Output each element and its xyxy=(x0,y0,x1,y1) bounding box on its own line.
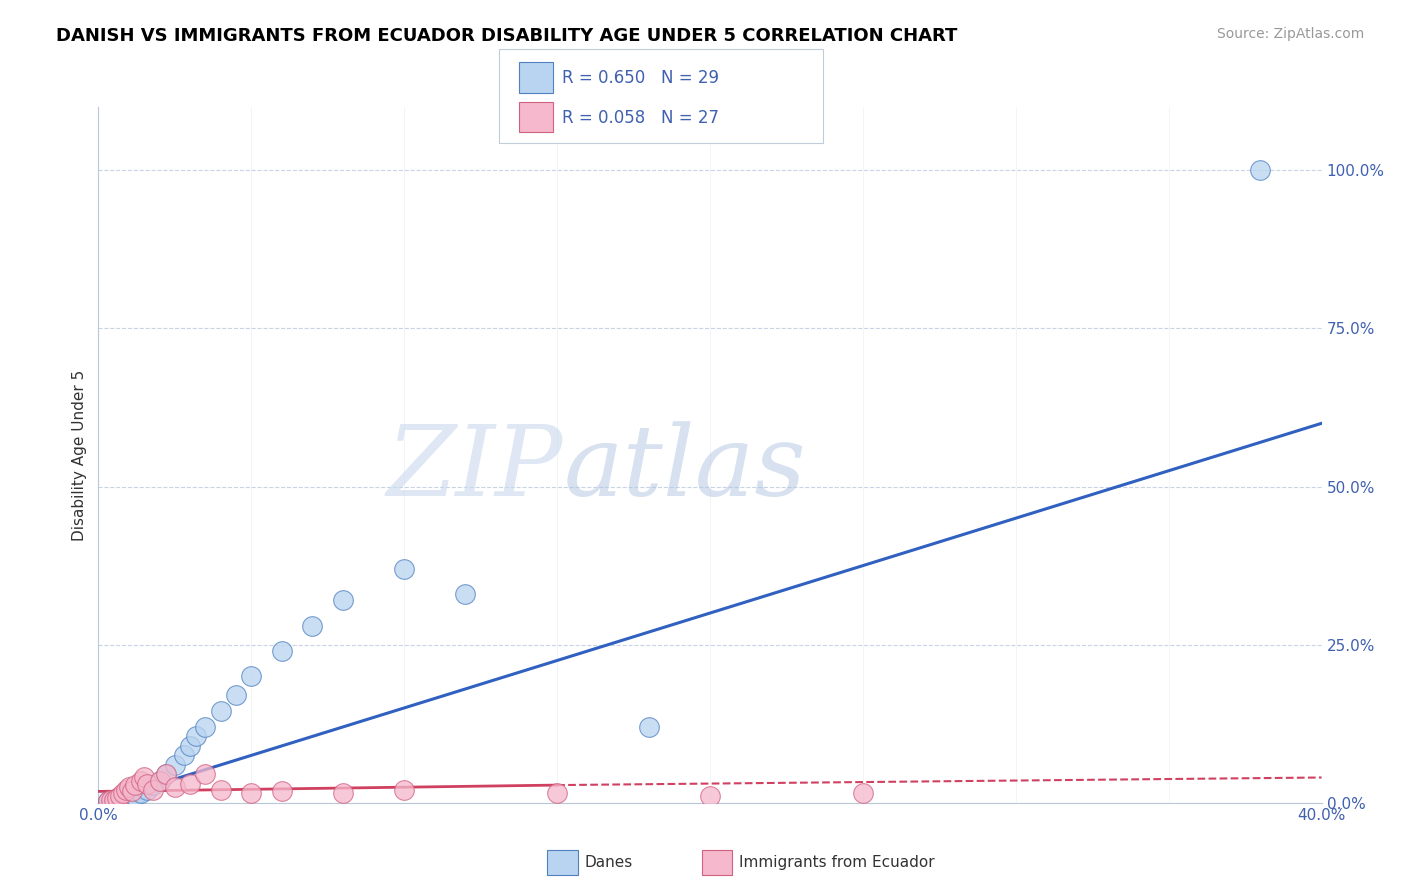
Point xyxy=(155,767,177,781)
Y-axis label: Disability Age Under 5: Disability Age Under 5 xyxy=(72,369,87,541)
Point xyxy=(637,720,661,734)
Point xyxy=(103,792,125,806)
Point xyxy=(134,771,156,785)
Point xyxy=(97,794,120,808)
Point xyxy=(240,786,263,800)
Point xyxy=(115,783,138,797)
Point xyxy=(209,704,232,718)
Point xyxy=(115,792,138,806)
Point xyxy=(121,791,143,805)
Point xyxy=(852,786,875,800)
Point xyxy=(155,767,177,781)
Point xyxy=(111,792,134,806)
Text: R = 0.650   N = 29: R = 0.650 N = 29 xyxy=(562,69,720,87)
Point xyxy=(270,644,294,658)
Point xyxy=(392,783,416,797)
Point xyxy=(179,739,201,753)
Point xyxy=(392,562,416,576)
Point xyxy=(121,784,143,798)
Point xyxy=(546,786,568,800)
Point xyxy=(97,794,120,808)
Point xyxy=(118,780,141,794)
Text: ZIP: ZIP xyxy=(387,421,564,516)
Point xyxy=(186,730,208,744)
Point xyxy=(105,792,128,806)
Point xyxy=(136,777,159,791)
Point xyxy=(129,773,152,788)
Point xyxy=(108,793,131,807)
Point xyxy=(173,748,195,763)
Point xyxy=(100,793,122,807)
Text: DANISH VS IMMIGRANTS FROM ECUADOR DISABILITY AGE UNDER 5 CORRELATION CHART: DANISH VS IMMIGRANTS FROM ECUADOR DISABI… xyxy=(56,27,957,45)
Point xyxy=(111,786,134,800)
Point xyxy=(194,767,217,781)
Point xyxy=(142,783,165,797)
Point xyxy=(270,784,294,798)
Point xyxy=(194,720,217,734)
Point xyxy=(149,773,172,788)
Point xyxy=(301,618,323,632)
Point xyxy=(149,773,172,788)
Point xyxy=(1250,163,1272,178)
Point xyxy=(454,587,477,601)
Point xyxy=(179,777,201,791)
Point xyxy=(142,778,165,792)
Text: R = 0.058   N = 27: R = 0.058 N = 27 xyxy=(562,109,720,127)
Text: Danes: Danes xyxy=(585,855,633,870)
Point xyxy=(108,789,131,804)
Point xyxy=(163,780,186,794)
Point xyxy=(136,783,159,797)
Point xyxy=(699,789,721,804)
Point xyxy=(332,786,354,800)
Point xyxy=(225,688,247,702)
Point xyxy=(332,593,354,607)
Point xyxy=(163,757,186,772)
Point xyxy=(124,778,146,792)
Point xyxy=(129,786,152,800)
Point xyxy=(105,790,128,805)
Point xyxy=(209,783,232,797)
Text: Source: ZipAtlas.com: Source: ZipAtlas.com xyxy=(1216,27,1364,41)
Point xyxy=(240,669,263,683)
Point xyxy=(124,789,146,804)
Point xyxy=(118,790,141,805)
Point xyxy=(103,792,125,806)
Text: Immigrants from Ecuador: Immigrants from Ecuador xyxy=(740,855,935,870)
Text: atlas: atlas xyxy=(564,421,806,516)
